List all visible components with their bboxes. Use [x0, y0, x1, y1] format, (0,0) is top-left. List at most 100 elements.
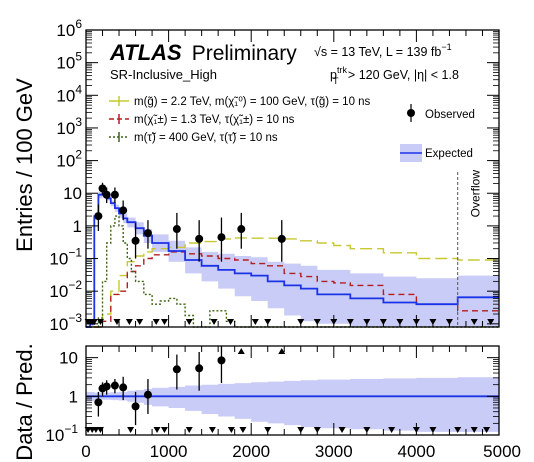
legend-entry-stau: m(τ̃) = 400 GeV, τ(τ̃) = 10 ns	[109, 132, 278, 144]
ratio-point-3	[110, 381, 119, 390]
ratio-x-tick-label-4: 4000	[397, 442, 435, 461]
main-y-tick-base-7: 10	[56, 86, 75, 105]
main-y-tick-label-5: 102	[56, 148, 82, 171]
ratio-down-marker-3	[96, 427, 104, 433]
observed-zero-marker-6	[125, 319, 133, 325]
observed-point-6	[143, 229, 152, 238]
main-y-tick-base-5: 10	[56, 152, 75, 171]
observed-point-1	[98, 184, 107, 193]
ratio-x-tick-label-5: 5000	[483, 442, 521, 461]
legend-label-gluino: m(g̃) = 2.2 TeV, m(χ̃₁⁰) = 100 GeV, τ(g̃…	[134, 96, 371, 108]
main-y-tick-label-3: 1	[73, 217, 82, 236]
ratio-y-tick-label-1: 1	[69, 387, 78, 406]
ratio-y-tick-exp-0: −1	[64, 422, 78, 436]
ratio-down-marker-7	[185, 427, 193, 433]
observed-zero-marker-11	[210, 319, 218, 325]
observed-zero-marker-4	[96, 319, 104, 325]
main-y-tick-label-2: 10−1	[49, 246, 82, 269]
chargino-signal-line	[86, 251, 499, 328]
legend-entry-observed: Observed	[407, 104, 475, 122]
main-y-tick-exp-2: −1	[68, 246, 82, 260]
observed-zero-marker-9	[160, 319, 168, 325]
ratio-down-marker-20	[470, 427, 478, 433]
ratio-point-4	[119, 383, 128, 392]
observed-point-11	[277, 234, 286, 243]
main-y-tick-label-7: 104	[56, 82, 82, 105]
legend-entry-gluino: m(g̃) = 2.2 TeV, m(χ̃₁⁰) = 100 GeV, τ(g̃…	[109, 96, 371, 108]
observed-zero-marker-26	[487, 319, 495, 325]
legend-label-observed: Observed	[425, 109, 475, 121]
main-y-axis-title: Entries / 100 GeV	[12, 78, 37, 252]
ratio-point-5	[131, 402, 140, 411]
ratio-down-marker-14	[338, 427, 346, 433]
main-y-tick-base-6: 10	[56, 119, 75, 138]
ratio-uncertainty-band	[86, 377, 499, 432]
ratio-y-tick-label-0: 10−1	[45, 422, 78, 445]
observed-point-0	[94, 212, 103, 221]
observed-point-10	[237, 225, 246, 234]
ratio-plot-panel: 10−1 1 10 0 1000 2000 3000 4000 5000	[45, 345, 521, 461]
ratio-y-tick-base-2: 10	[59, 349, 78, 368]
observed-point-8	[195, 234, 204, 243]
ratio-point-6	[143, 390, 152, 399]
energy-lumi-text: √s = 13 TeV, L = 139 fb	[314, 45, 441, 59]
ratio-up-marker-1	[278, 348, 286, 354]
ratio-band-area	[86, 377, 499, 432]
main-y-tick-exp-9: 6	[75, 17, 82, 31]
legend-entry-chargino: m(χ̃₁±) = 1.3 TeV, τ(χ̃₁±) = 10 ns	[109, 114, 295, 126]
ratio-plot-frame: 10−1 1 10 0 1000 2000 3000 4000 5000	[45, 345, 521, 461]
ratio-down-marker-8	[208, 427, 216, 433]
main-y-tick-exp-8: 5	[75, 50, 82, 64]
ratio-point-2	[102, 382, 111, 391]
ratio-point-9	[217, 356, 226, 365]
ratio-up-marker-0	[237, 348, 245, 354]
track-cut-label: ptrk T > 120 GeV, |η| < 1.8	[330, 65, 459, 86]
energy-lumi-exponent: −1	[441, 42, 451, 52]
observed-zero-marker-13	[251, 319, 259, 325]
main-y-tick-exp-5: 2	[75, 148, 82, 162]
main-y-tick-exp-0: −3	[68, 311, 82, 325]
ratio-x-tick-label-1: 1000	[150, 442, 188, 461]
ratio-down-marker-5	[153, 427, 161, 433]
ratio-frame-border	[85, 345, 500, 436]
main-y-tick-base-8: 10	[56, 54, 75, 73]
observed-zero-marker-7	[136, 319, 144, 325]
main-y-tick-label-6: 103	[56, 115, 82, 138]
overflow-label: Overflow	[469, 170, 483, 218]
observed-zero-marker-12	[227, 319, 235, 325]
observed-point-2	[102, 190, 111, 199]
main-y-tick-label-0: 10−3	[49, 311, 82, 334]
legend-entry-expected: Expected	[400, 144, 473, 162]
observed-point-4	[119, 206, 128, 215]
ratio-down-marker-4	[127, 427, 135, 433]
observed-point-5	[131, 236, 140, 245]
ratio-down-marker-6	[160, 427, 168, 433]
track-cut-sub: T	[333, 76, 339, 86]
ratio-down-marker-19	[454, 427, 462, 433]
ratio-x-tick-label-3: 3000	[315, 442, 353, 461]
ratio-point-8	[195, 364, 204, 373]
atlas-text: ATLAS	[109, 40, 182, 65]
ratio-point-0	[94, 398, 103, 407]
expected-uncertainty-band	[86, 191, 499, 327]
track-cut-sup: trk	[337, 65, 347, 75]
observed-point-7	[172, 225, 181, 234]
main-y-tick-label-1: 10−2	[49, 278, 82, 301]
expected-band-area	[86, 191, 499, 327]
ratio-down-marker-16	[388, 427, 396, 433]
main-y-tick-base-1: 10	[49, 282, 68, 301]
legend: m(g̃) = 2.2 TeV, m(χ̃₁⁰) = 100 GeV, τ(g̃…	[109, 96, 475, 162]
ratio-y-tick-base-1: 1	[69, 387, 78, 406]
ratio-point-7	[172, 365, 181, 374]
main-y-tick-label-9: 106	[56, 17, 82, 40]
track-cut-rest: > 120 GeV, |η| < 1.8	[344, 68, 459, 82]
energy-lumi-label: √s = 13 TeV, L = 139 fb−1	[314, 42, 452, 59]
track-cut-p: p	[330, 68, 337, 82]
ratio-x-tick-label-2: 2000	[232, 442, 270, 461]
ratio-x-tick-label-0: 0	[81, 442, 90, 461]
main-y-tick-base-0: 10	[49, 315, 68, 334]
main-y-tick-base-9: 10	[56, 21, 75, 40]
